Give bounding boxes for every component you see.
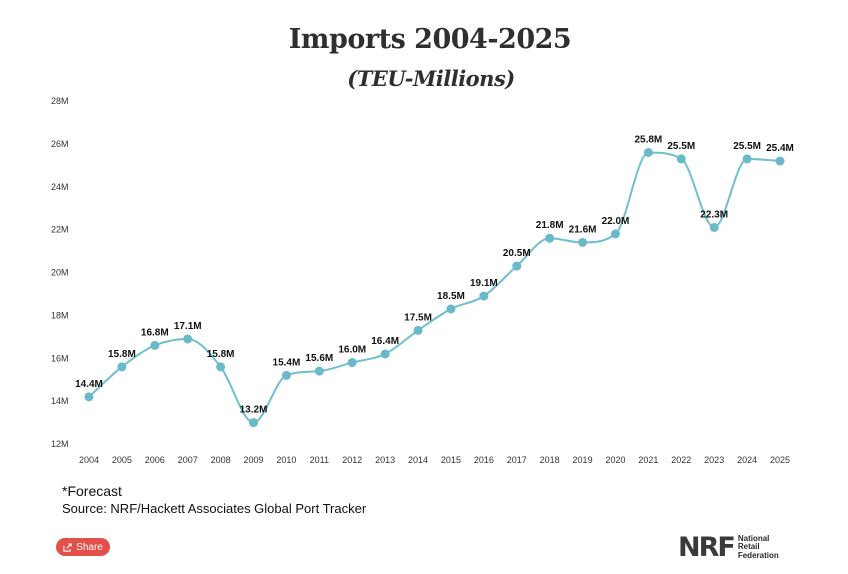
logo-mark: NRF <box>678 532 736 563</box>
y-tick-label: 12M <box>51 439 69 449</box>
y-tick-label: 22M <box>51 225 69 235</box>
data-label: 17.5M <box>404 312 432 323</box>
data-point <box>413 325 423 335</box>
data-label: 16.4M <box>371 336 399 347</box>
data-point <box>84 392 94 402</box>
x-axis: 2004 2005 2006 2007 2008 2009 2010 2011 2012 2013… <box>79 455 790 465</box>
x-tick-label: 2023 <box>704 455 724 465</box>
data-label: 17.1M <box>174 321 202 332</box>
data-point <box>446 304 456 314</box>
x-tick-label: 2010 <box>276 455 296 465</box>
share-button[interactable]: Share <box>56 538 110 556</box>
data-point <box>249 418 259 428</box>
data-point <box>314 366 324 376</box>
data-point <box>742 154 752 164</box>
data-label: 25.8M <box>634 134 662 145</box>
data-point <box>150 340 160 350</box>
data-label: 21.6M <box>569 224 597 235</box>
data-point <box>578 237 588 247</box>
x-tick-label: 2019 <box>573 455 593 465</box>
data-label: 22.3M <box>700 209 728 220</box>
x-tick-label: 2008 <box>211 455 231 465</box>
x-tick-label: 2020 <box>605 455 625 465</box>
x-tick-label: 2005 <box>112 455 132 465</box>
x-tick-label: 2022 <box>671 455 691 465</box>
logo-line-3: Federation <box>737 550 779 560</box>
data-point <box>512 261 522 271</box>
chart-notes: *Forecast Source: NRF/Hackett Associates… <box>62 483 366 517</box>
data-label: 15.8M <box>207 349 235 360</box>
y-tick-label: 26M <box>51 139 69 149</box>
x-tick-label: 2009 <box>244 455 264 465</box>
data-label: 25.5M <box>733 141 761 152</box>
data-point <box>479 291 489 301</box>
y-tick-label: 16M <box>51 353 69 363</box>
chart-title: Imports 2004-2025 <box>288 24 572 55</box>
y-tick-label: 28M <box>51 96 69 106</box>
data-point <box>117 362 127 372</box>
data-label: 15.8M <box>108 349 136 360</box>
x-tick-label: 2024 <box>737 455 757 465</box>
logo-text: National Retail Federation <box>737 533 779 561</box>
y-tick-label: 18M <box>51 310 69 320</box>
data-point <box>545 233 555 243</box>
data-label: 14.4M <box>75 379 103 390</box>
data-label: 16.0M <box>338 345 366 356</box>
series-line <box>88 151 781 424</box>
x-tick-label: 2011 <box>310 455 329 465</box>
data-point <box>380 349 390 359</box>
nrf-logo: NRF National Retail Federation <box>678 534 779 561</box>
source-note: Source: NRF/Hackett Associates Global Po… <box>62 501 367 516</box>
data-point <box>281 370 291 380</box>
data-labels: 14.4M 15.8M 16.8M 17.1M 15.8M 13.2M 15.4M 15.6M… <box>75 134 794 415</box>
x-tick-label: 2016 <box>474 455 494 465</box>
data-label: 16.8M <box>141 327 169 338</box>
data-point <box>775 156 785 166</box>
forecast-footnote: *Forecast <box>62 483 122 499</box>
data-label: 22.0M <box>602 216 630 227</box>
y-tick-label: 14M <box>51 396 69 406</box>
logo-line-1: National <box>737 533 770 543</box>
logo-line-2: Retail <box>737 542 760 552</box>
y-tick-label: 20M <box>51 268 69 278</box>
x-tick-label: 2006 <box>145 455 165 465</box>
data-label: 15.6M <box>305 353 333 364</box>
data-point <box>676 154 686 164</box>
x-tick-label: 2025 <box>770 455 790 465</box>
data-label: 25.4M <box>766 143 794 154</box>
data-point <box>709 222 719 232</box>
share-icon <box>63 542 72 552</box>
data-label: 20.5M <box>503 248 531 259</box>
x-tick-label: 2012 <box>342 455 362 465</box>
line-chart: 12M 14M 16M 18M 20M 22M 24M 26M 28M 2004 2005 2006… <box>51 96 794 465</box>
x-tick-label: 2018 <box>540 455 560 465</box>
data-label: 18.5M <box>437 291 465 302</box>
y-axis: 12M 14M 16M 18M 20M 22M 24M 26M 28M <box>51 96 69 449</box>
x-tick-label: 2017 <box>507 455 527 465</box>
x-tick-label: 2014 <box>408 455 428 465</box>
data-point <box>216 362 226 372</box>
x-tick-label: 2007 <box>178 455 198 465</box>
data-label: 19.1M <box>470 278 498 289</box>
data-point <box>643 147 653 157</box>
data-label: 13.2M <box>240 405 268 416</box>
data-point <box>183 334 193 344</box>
data-label: 21.8M <box>536 220 564 231</box>
data-label: 15.4M <box>273 357 301 368</box>
x-tick-label: 2015 <box>441 455 461 465</box>
x-tick-label: 2021 <box>638 455 658 465</box>
y-tick-label: 24M <box>51 182 69 192</box>
data-label: 25.5M <box>667 141 695 152</box>
share-label: Share <box>76 541 103 553</box>
data-point <box>610 229 620 239</box>
x-tick-label: 2004 <box>79 455 99 465</box>
x-tick-label: 2013 <box>375 455 395 465</box>
chart-subtitle: (TEU-Millions) <box>347 66 515 91</box>
series <box>84 147 785 428</box>
data-point <box>347 358 357 368</box>
